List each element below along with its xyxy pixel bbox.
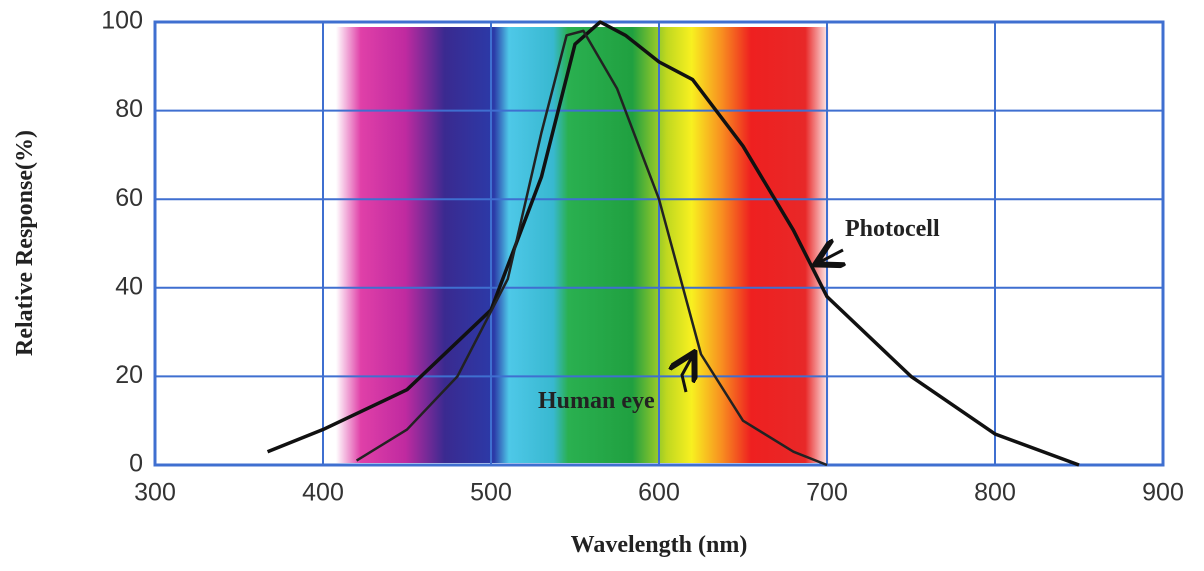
y-tick-label: 40 xyxy=(115,272,143,300)
y-tick-label: 80 xyxy=(115,95,143,123)
y-tick-label: 100 xyxy=(101,7,143,35)
x-axis-label: Wavelength (nm) xyxy=(571,532,748,558)
line-series xyxy=(266,20,1080,467)
annotation-arrow xyxy=(818,250,843,263)
x-tick-label: 400 xyxy=(302,479,344,507)
x-tick-label: 700 xyxy=(806,479,848,507)
y-axis-label: Relative Response(%) xyxy=(12,130,38,356)
y-tick-label: 20 xyxy=(115,361,143,389)
x-tick-label: 600 xyxy=(638,479,680,507)
line-series xyxy=(355,29,828,467)
annotation-arrow xyxy=(682,355,693,393)
spectrum-band xyxy=(336,27,830,463)
x-tick-label: 500 xyxy=(470,479,512,507)
plot-frame xyxy=(153,20,1165,467)
x-tick-label: 900 xyxy=(1142,479,1184,507)
y-tick-label: 0 xyxy=(129,450,143,478)
x-tick-label: 300 xyxy=(134,479,176,507)
x-tick-label: 800 xyxy=(974,479,1016,507)
y-tick-label: 60 xyxy=(115,184,143,212)
annotation: Photocell xyxy=(845,216,940,242)
annotation: Human eye xyxy=(538,388,655,414)
